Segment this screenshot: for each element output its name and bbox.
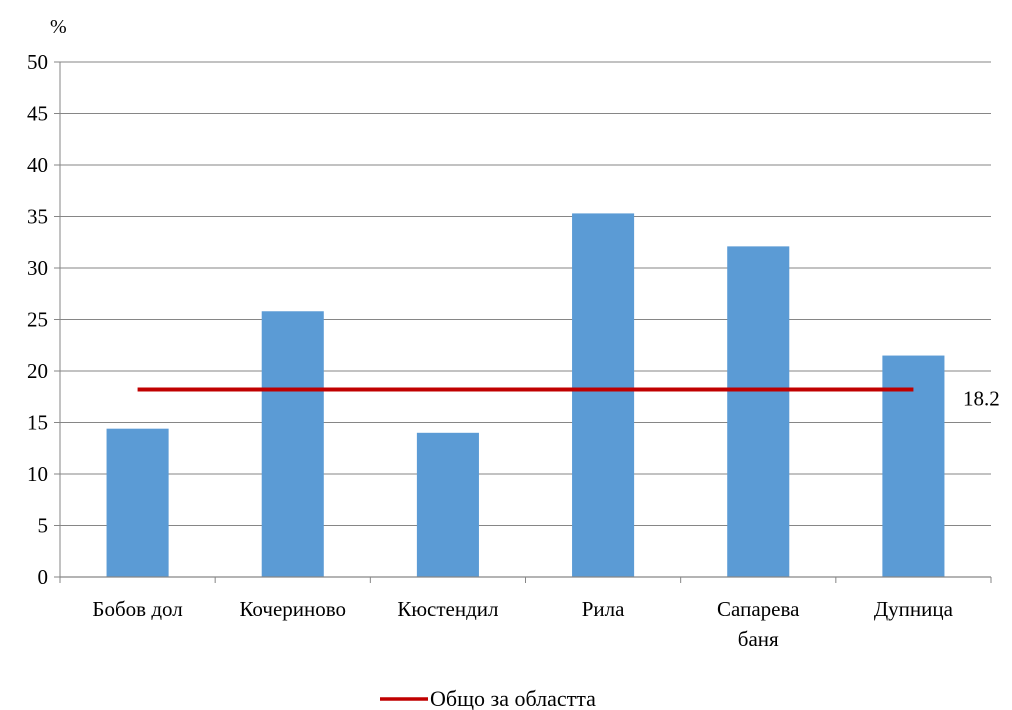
bar: [727, 246, 790, 577]
gridlines: [54, 61, 991, 578]
y-tick-label: 25: [27, 308, 48, 332]
y-tick-label: 20: [27, 359, 48, 383]
bar: [106, 428, 169, 577]
y-tick-label: 50: [27, 50, 48, 74]
bar: [882, 355, 945, 577]
y-axis-unit-label: %: [50, 16, 67, 38]
y-tick-label: 30: [27, 256, 48, 280]
x-tick-label: Рила: [582, 597, 625, 621]
reference-line-group: 18.2: [137, 387, 1000, 411]
y-tick-label: 45: [27, 102, 48, 126]
y-tick-labels: 0 5 10 15 20 25 30 35 40 45 50: [27, 50, 48, 589]
y-tick-label: 5: [38, 514, 49, 538]
x-tick-label: Кочериново: [239, 597, 346, 621]
y-tick-label: 10: [27, 462, 48, 486]
y-tick-label: 35: [27, 205, 48, 229]
legend-label: Общо за областта: [430, 686, 596, 710]
bar: [416, 432, 479, 577]
y-tick-label: 15: [27, 411, 48, 435]
bar: [261, 311, 324, 577]
legend: Общо за областта: [380, 686, 596, 710]
x-tick-labels: Бобов дол Кочериново Кюстендил Рила Сапарева…: [92, 597, 953, 651]
y-tick-label: 0: [38, 565, 49, 589]
x-tick-label: Бобов дол: [92, 597, 182, 621]
reference-line-label: 18.2: [963, 387, 1000, 411]
bar: [572, 213, 635, 577]
x-tick-label: Дупница: [874, 597, 954, 621]
x-tick-label: Кюстендил: [397, 597, 498, 621]
y-tick-label: 40: [27, 153, 48, 177]
bars: [106, 213, 945, 577]
axes: [59, 62, 992, 583]
x-tick-label: Сапарева баня: [717, 597, 800, 651]
